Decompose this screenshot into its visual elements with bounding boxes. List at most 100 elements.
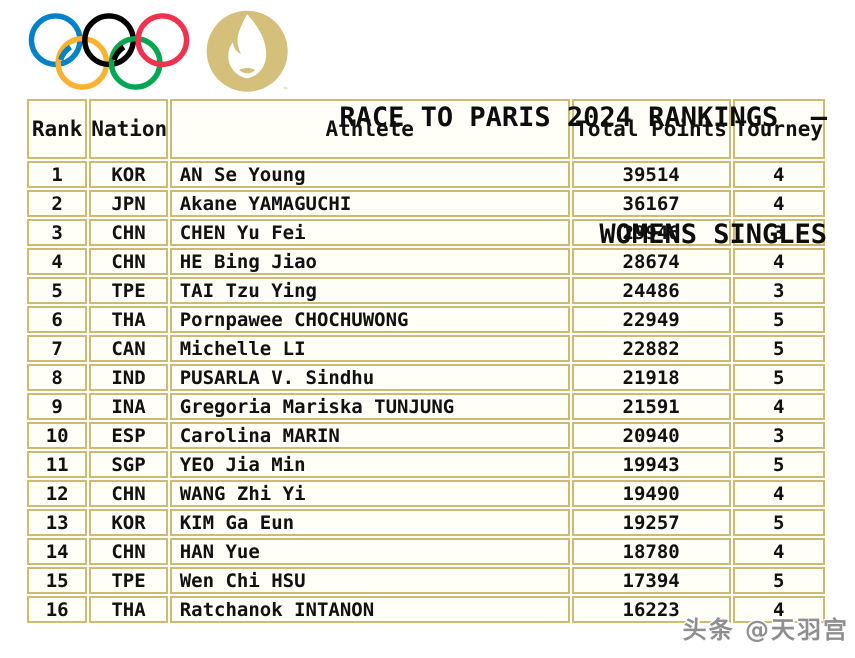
nation-cell: THA (89, 596, 168, 623)
points-cell: 21591 (571, 393, 731, 420)
rank-cell: 5 (27, 277, 88, 304)
nation-cell: TPE (89, 567, 168, 594)
table-row: 2 JPN Akane YAMAGUCHI 36167 4 (27, 190, 825, 217)
points-cell: 19257 (571, 509, 731, 536)
athlete-cell: Michelle LI (169, 335, 570, 362)
athlete-cell: CHEN Yu Fei (169, 219, 570, 246)
tourney-cell: 4 (732, 538, 825, 565)
table-header-row: Rank Nation Athlete Total Points Tourney (27, 99, 825, 159)
points-cell: 19943 (571, 451, 731, 478)
nation-cell: KOR (89, 509, 168, 536)
rank-cell: 1 (27, 161, 88, 188)
title-line-2: WOMENS SINGLES (599, 219, 827, 250)
tourney-cell: 3 (732, 277, 825, 304)
athlete-cell: YEO Jia Min (169, 451, 570, 478)
athlete-cell: Ratchanok INTANON (169, 596, 570, 623)
rank-cell: 16 (27, 596, 88, 623)
rank-cell: 10 (27, 422, 88, 449)
tourney-cell: 3 (732, 422, 825, 449)
olympic-rings-icon (28, 12, 190, 92)
nation-cell: IND (89, 364, 168, 391)
column-header-rank: Rank (27, 99, 88, 159)
tourney-cell: 4 (732, 161, 825, 188)
points-cell: 39514 (571, 161, 731, 188)
athlete-cell: Gregoria Mariska TUNJUNG (169, 393, 570, 420)
athlete-cell: HE Bing Jiao (169, 248, 570, 275)
nation-cell: ESP (89, 422, 168, 449)
points-cell: 22882 (571, 335, 731, 362)
athlete-cell: Pornpawee CHOCHUWONG (169, 306, 570, 333)
athlete-cell: Akane YAMAGUCHI (169, 190, 570, 217)
nation-cell: TPE (89, 277, 168, 304)
nation-cell: SGP (89, 451, 168, 478)
rank-cell: 6 (27, 306, 88, 333)
athlete-cell: TAI Tzu Ying (169, 277, 570, 304)
rank-cell: 14 (27, 538, 88, 565)
rank-cell: 7 (27, 335, 88, 362)
table-row: 13 KOR KIM Ga Eun 19257 5 (27, 509, 825, 536)
points-cell: 36167 (571, 190, 731, 217)
page-title: RACE TO PARIS 2024 RANKINGS – WOMENS SIN… (339, 20, 827, 332)
points-cell: 29946 (571, 219, 731, 246)
athlete-cell: PUSARLA V. Sindhu (169, 364, 570, 391)
points-cell: 19490 (571, 480, 731, 507)
tourney-cell: 5 (732, 335, 825, 362)
nation-cell: CHN (89, 248, 168, 275)
column-header-total-points: Total Points (571, 99, 731, 159)
nation-cell: CAN (89, 335, 168, 362)
table-row: 9 INA Gregoria Mariska TUNJUNG 21591 4 (27, 393, 825, 420)
column-header-athlete: Athlete (169, 99, 570, 159)
table-row: 16 THA Ratchanok INTANON 16223 4 (27, 596, 825, 623)
athlete-cell: HAN Yue (169, 538, 570, 565)
athlete-cell: Carolina MARIN (169, 422, 570, 449)
rank-cell: 9 (27, 393, 88, 420)
table-row: 10 ESP Carolina MARIN 20940 3 (27, 422, 825, 449)
points-cell: 16223 (571, 596, 731, 623)
points-cell: 24486 (571, 277, 731, 304)
page-header: ™ RACE TO PARIS 2024 RANKINGS – WOMENS S… (0, 0, 855, 250)
nation-cell: THA (89, 306, 168, 333)
nation-cell: CHN (89, 219, 168, 246)
tourney-cell: 5 (732, 509, 825, 536)
rank-cell: 12 (27, 480, 88, 507)
tourney-cell: 5 (732, 306, 825, 333)
rank-cell: 11 (27, 451, 88, 478)
rank-cell: 8 (27, 364, 88, 391)
tourney-cell: 4 (732, 248, 825, 275)
table-row: 1 KOR AN Se Young 39514 4 (27, 161, 825, 188)
points-cell: 18780 (571, 538, 731, 565)
rank-cell: 15 (27, 567, 88, 594)
nation-cell: JPN (89, 190, 168, 217)
points-cell: 21918 (571, 364, 731, 391)
points-cell: 22949 (571, 306, 731, 333)
trademark-glyph: ™ (283, 86, 287, 95)
tourney-cell: 4 (732, 393, 825, 420)
athlete-cell: Wen Chi HSU (169, 567, 570, 594)
column-header-nation: Nation (89, 99, 168, 159)
athlete-cell: WANG Zhi Yi (169, 480, 570, 507)
points-cell: 28674 (571, 248, 731, 275)
table-row: 6 THA Pornpawee CHOCHUWONG 22949 5 (27, 306, 825, 333)
table-row: 11 SGP YEO Jia Min 19943 5 (27, 451, 825, 478)
table-row: 15 TPE Wen Chi HSU 17394 5 (27, 567, 825, 594)
rankings-table: Rank Nation Athlete Total Points Tourney… (25, 97, 827, 625)
table-row: 14 CHN HAN Yue 18780 4 (27, 538, 825, 565)
nation-cell: KOR (89, 161, 168, 188)
rank-cell: 3 (27, 219, 88, 246)
nation-cell: CHN (89, 538, 168, 565)
tourney-cell: 5 (732, 451, 825, 478)
points-cell: 20940 (571, 422, 731, 449)
rank-cell: 4 (27, 248, 88, 275)
points-cell: 17394 (571, 567, 731, 594)
table-row: 7 CAN Michelle LI 22882 5 (27, 335, 825, 362)
table-row: 12 CHN WANG Zhi Yi 19490 4 (27, 480, 825, 507)
tourney-cell: 4 (732, 596, 825, 623)
nation-cell: INA (89, 393, 168, 420)
rank-cell: 13 (27, 509, 88, 536)
table-row: 5 TPE TAI Tzu Ying 24486 3 (27, 277, 825, 304)
tourney-cell: 3 (732, 219, 825, 246)
table-row: 3 CHN CHEN Yu Fei 29946 3 (27, 219, 825, 246)
column-header-tourney: Tourney (732, 99, 825, 159)
nation-cell: CHN (89, 480, 168, 507)
tourney-cell: 5 (732, 364, 825, 391)
